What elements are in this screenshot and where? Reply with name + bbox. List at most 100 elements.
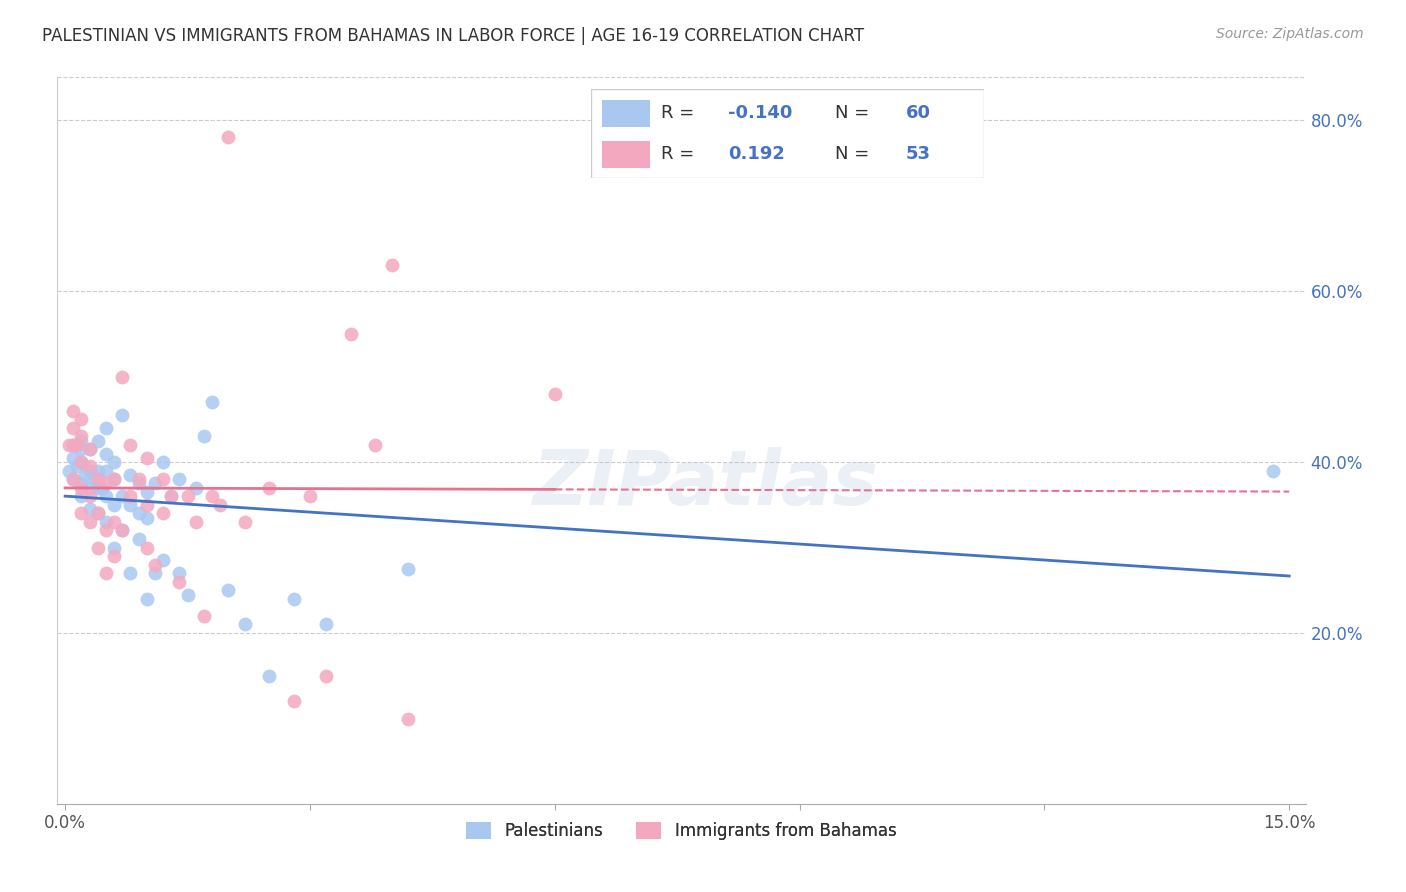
- Point: [103, 515, 125, 529]
- Point: [396, 562, 419, 576]
- Point: [111, 408, 134, 422]
- Point: [1261, 464, 1284, 478]
- Text: N =: N =: [835, 145, 875, 163]
- Point: [257, 481, 280, 495]
- Point: [152, 553, 174, 567]
- Point: [120, 489, 142, 503]
- Point: [184, 481, 207, 495]
- Point: [120, 438, 142, 452]
- Point: [94, 515, 117, 529]
- Point: [298, 489, 321, 503]
- Point: [87, 481, 110, 495]
- Point: [87, 507, 110, 521]
- Point: [217, 583, 239, 598]
- Point: [66, 438, 89, 452]
- Point: [66, 459, 89, 474]
- Point: [94, 464, 117, 478]
- Text: PALESTINIAN VS IMMIGRANTS FROM BAHAMAS IN LABOR FORCE | AGE 16-19 CORRELATION CH: PALESTINIAN VS IMMIGRANTS FROM BAHAMAS I…: [42, 27, 865, 45]
- Point: [70, 476, 93, 491]
- Point: [87, 472, 110, 486]
- Point: [201, 489, 224, 503]
- Point: [103, 472, 125, 486]
- Point: [169, 566, 191, 581]
- Point: [128, 476, 150, 491]
- Point: [79, 489, 101, 503]
- Point: [70, 481, 93, 495]
- Point: [70, 434, 93, 448]
- Point: [111, 369, 134, 384]
- Point: [79, 442, 101, 457]
- Point: [160, 489, 183, 503]
- Point: [143, 566, 166, 581]
- Point: [201, 395, 224, 409]
- Point: [135, 450, 157, 465]
- Point: [193, 609, 215, 624]
- Text: Source: ZipAtlas.com: Source: ZipAtlas.com: [1216, 27, 1364, 41]
- Point: [176, 588, 198, 602]
- Point: [135, 510, 157, 524]
- Point: [169, 574, 191, 589]
- Point: [90, 481, 112, 495]
- Text: -0.140: -0.140: [728, 104, 793, 122]
- Text: R =: R =: [661, 104, 700, 122]
- Point: [103, 541, 125, 555]
- Point: [58, 464, 80, 478]
- Point: [184, 515, 207, 529]
- Point: [135, 591, 157, 606]
- Point: [70, 429, 93, 443]
- Point: [169, 472, 191, 486]
- Point: [87, 541, 110, 555]
- Point: [103, 455, 125, 469]
- Point: [152, 507, 174, 521]
- Point: [103, 549, 125, 563]
- Point: [83, 472, 105, 486]
- Point: [87, 507, 110, 521]
- Point: [233, 515, 256, 529]
- Point: [111, 489, 134, 503]
- Point: [62, 438, 84, 452]
- Point: [70, 412, 93, 426]
- Point: [79, 464, 101, 478]
- Point: [94, 566, 117, 581]
- Point: [128, 507, 150, 521]
- Point: [62, 404, 84, 418]
- Text: 53: 53: [905, 145, 931, 163]
- Point: [135, 541, 157, 555]
- Point: [87, 464, 110, 478]
- Point: [128, 472, 150, 486]
- Point: [233, 617, 256, 632]
- Point: [135, 485, 157, 500]
- Point: [62, 438, 84, 452]
- Point: [544, 386, 567, 401]
- Point: [257, 669, 280, 683]
- Text: ZIPatlas: ZIPatlas: [533, 447, 879, 521]
- Point: [58, 438, 80, 452]
- Point: [396, 712, 419, 726]
- Point: [94, 489, 117, 503]
- Point: [94, 524, 117, 538]
- Point: [315, 669, 337, 683]
- FancyBboxPatch shape: [602, 100, 650, 127]
- Point: [62, 450, 84, 465]
- Point: [209, 498, 232, 512]
- Point: [143, 476, 166, 491]
- Point: [128, 532, 150, 546]
- Point: [152, 455, 174, 469]
- Text: R =: R =: [661, 145, 706, 163]
- Point: [70, 442, 93, 457]
- Point: [152, 472, 174, 486]
- Text: 60: 60: [905, 104, 931, 122]
- Legend: Palestinians, Immigrants from Bahamas: Palestinians, Immigrants from Bahamas: [460, 815, 903, 847]
- Point: [70, 507, 93, 521]
- Point: [70, 455, 93, 469]
- Point: [380, 259, 402, 273]
- Point: [70, 489, 93, 503]
- Point: [79, 481, 101, 495]
- Point: [283, 694, 305, 708]
- Point: [120, 467, 142, 482]
- Point: [75, 467, 97, 482]
- Point: [70, 455, 93, 469]
- Point: [364, 438, 387, 452]
- Point: [87, 434, 110, 448]
- Point: [176, 489, 198, 503]
